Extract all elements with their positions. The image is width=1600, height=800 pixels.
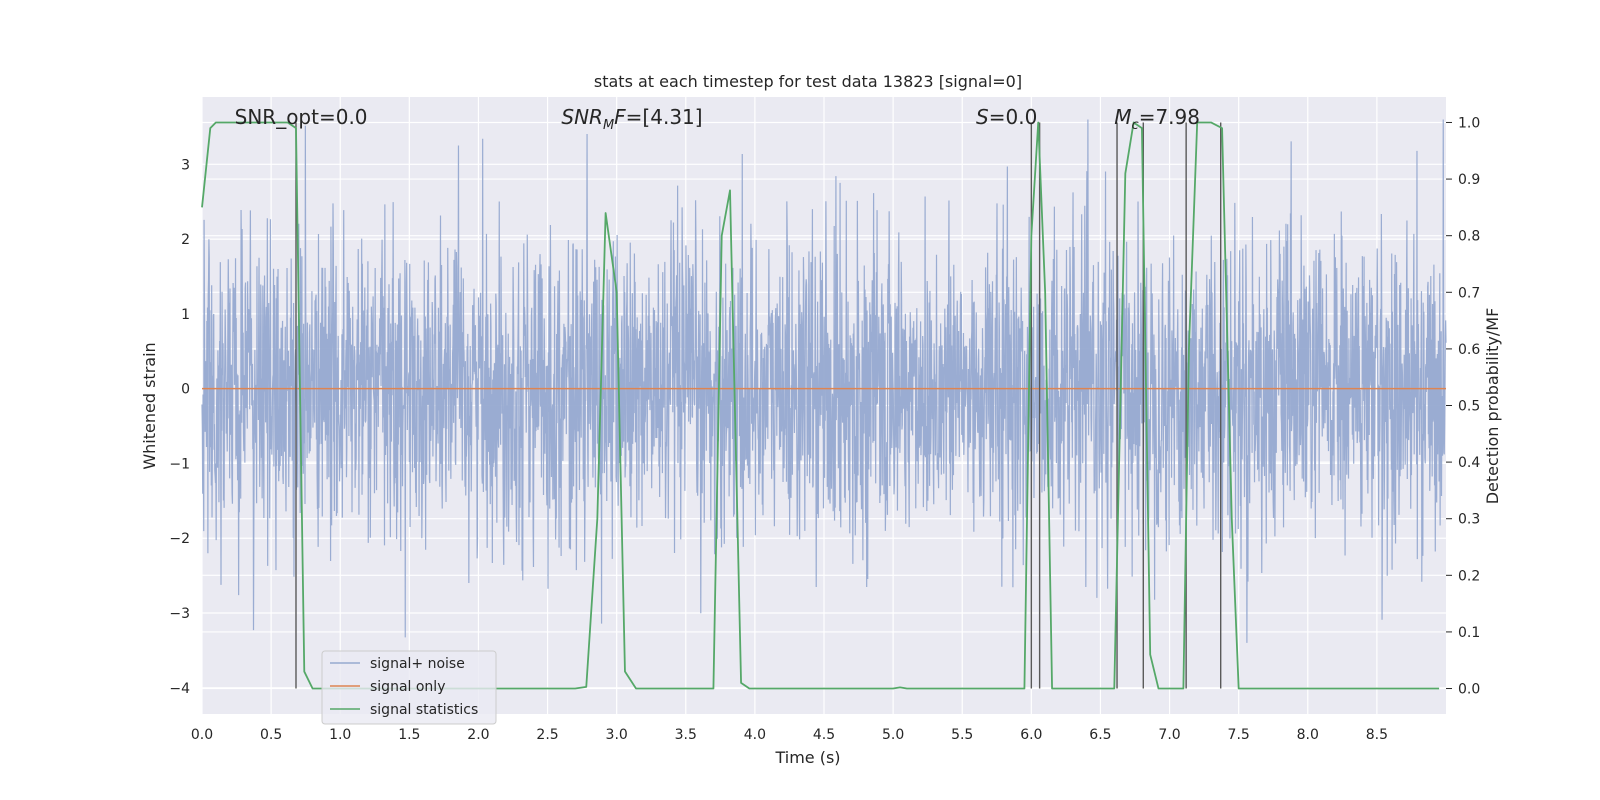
- y-left-tick-label: −1: [169, 456, 190, 472]
- x-tick-label: 4.5: [813, 727, 835, 743]
- y-left-tick-label: −3: [169, 606, 190, 622]
- x-axis-label: Time (s): [774, 748, 840, 767]
- y-right-tick-label: 0.4: [1458, 455, 1480, 471]
- x-tick-label: 1.5: [398, 727, 420, 743]
- y-right-tick-label: 0.2: [1458, 568, 1480, 584]
- y-left-tick-label: −4: [169, 681, 190, 697]
- legend-label-signal-plus-noise: signal+ noise: [370, 656, 465, 672]
- x-tick-label: 4.0: [744, 727, 766, 743]
- x-tick-label: 0.5: [260, 727, 282, 743]
- y-left-tick-label: 0: [181, 382, 190, 398]
- y-right-tick-label: 0.9: [1458, 172, 1480, 188]
- x-tick-label: 7.0: [1158, 727, 1180, 743]
- y-axis-left-ticks: 3 2 1 0 −1 −2 −3 −4: [169, 157, 190, 697]
- legend-label-signal-only: signal only: [370, 679, 445, 695]
- x-tick-label: 2.0: [467, 727, 489, 743]
- y-axis-right-label: Detection probability/MF: [1483, 308, 1502, 505]
- x-tick-label: 1.0: [329, 727, 351, 743]
- y-right-tick-label: 0.8: [1458, 229, 1480, 245]
- x-tick-label: 2.5: [536, 727, 558, 743]
- x-tick-label: 3.0: [606, 727, 628, 743]
- legend: signal+ noise signal only signal statist…: [321, 650, 497, 725]
- annotation-text: Mc=7.98: [1114, 105, 1200, 133]
- chart-title: stats at each timestep for test data 138…: [594, 72, 1022, 91]
- y-left-tick-label: 3: [181, 157, 190, 173]
- series-signal-plus-noise: [201, 119, 1447, 643]
- y-right-tick-label: 0.3: [1458, 512, 1480, 528]
- y-right-tick-label: 0.5: [1458, 399, 1480, 415]
- y-left-tick-label: 2: [181, 232, 190, 248]
- y-right-tick-label: 0.0: [1458, 682, 1480, 698]
- x-tick-label: 5.5: [951, 727, 973, 743]
- y-left-tick-label: −2: [169, 531, 190, 547]
- x-tick-label: 6.5: [1089, 727, 1111, 743]
- x-axis-ticks: 0.0 0.5 1.0 1.5 2.0 2.5 3.0 3.5 4.0 4.5 5.0 5.5 6.0 6…: [191, 727, 1388, 743]
- annotation-text: SNRMF=[4.31]: [561, 105, 702, 133]
- y-axis-right-ticks: 1.0 0.9 0.8 0.7 0.6 0.5 0.4 0.3 0.2 0.1 0.0: [1446, 115, 1480, 698]
- x-tick-label: 6.0: [1020, 727, 1042, 743]
- y-right-tick-label: 0.7: [1458, 285, 1480, 301]
- x-tick-label: 0.0: [191, 727, 213, 743]
- annotations: SNR_opt=0.0 SNRMF=[4.31] S=0.0 Mc=7.98: [235, 105, 1200, 133]
- x-tick-label: 8.5: [1366, 727, 1388, 743]
- x-tick-label: 8.0: [1297, 727, 1319, 743]
- y-right-tick-label: 0.6: [1458, 342, 1480, 358]
- annotation-text: S=0.0: [976, 105, 1037, 129]
- y-axis-left-label: Whitened strain: [140, 342, 159, 469]
- legend-label-signal-statistics: signal statistics: [370, 702, 478, 718]
- x-tick-label: 3.5: [675, 727, 697, 743]
- x-tick-label: 5.0: [882, 727, 904, 743]
- y-right-tick-label: 1.0: [1458, 115, 1480, 131]
- x-tick-label: 7.5: [1228, 727, 1250, 743]
- legend-box: [321, 650, 497, 725]
- annotation-text: SNR_opt=0.0: [235, 105, 368, 129]
- noise-line: [201, 119, 1447, 643]
- y-right-tick-label: 0.1: [1458, 625, 1480, 641]
- y-left-tick-label: 1: [181, 307, 190, 323]
